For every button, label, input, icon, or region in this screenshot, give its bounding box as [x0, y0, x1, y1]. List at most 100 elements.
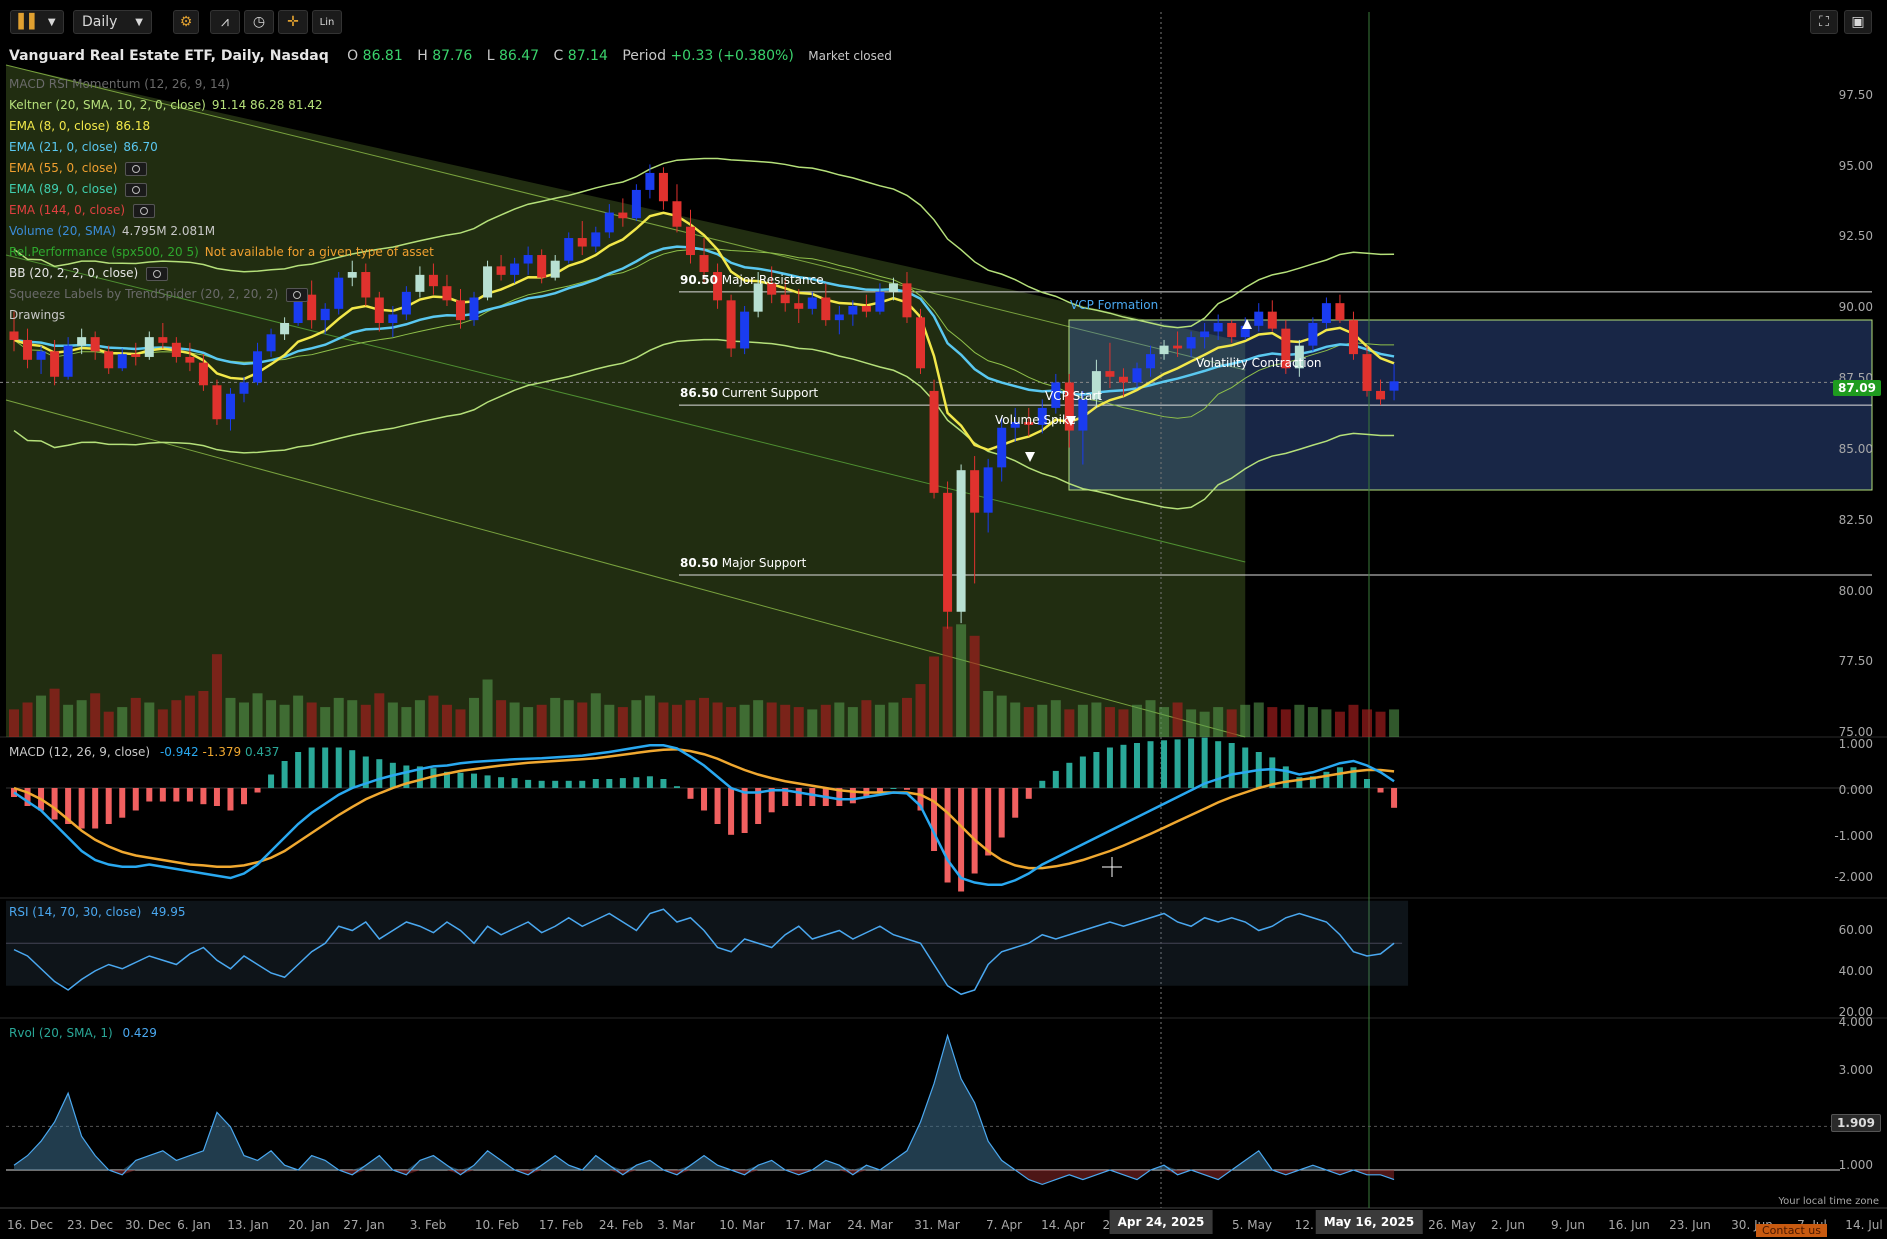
volume-bar	[1010, 702, 1021, 737]
study-legend-item[interactable]: BB (20, 2, 2, 0, close)	[9, 266, 169, 281]
volume-bar	[22, 702, 33, 737]
crosshair-date-2: May 16, 2025	[1315, 1210, 1423, 1234]
volume-bar	[90, 693, 101, 737]
volume-bar	[550, 697, 561, 737]
volume-bar	[983, 691, 994, 737]
scale-button[interactable]: Lin	[312, 10, 342, 34]
snapshot-button[interactable]: ▣	[1844, 10, 1872, 34]
study-legend-item[interactable]: EMA (144, 0, close)	[9, 203, 156, 218]
study-legend-item[interactable]: Rel.Performance (spx500, 20 5) Not availa…	[9, 245, 434, 259]
price-tick: 77.50	[1838, 654, 1873, 668]
macd-legend[interactable]: MACD (12, 26, 9, close) -0.942 -1.379 0.…	[9, 745, 279, 759]
volume-bar	[414, 700, 425, 737]
candle-body	[334, 277, 344, 309]
crosshair-button[interactable]: ✛	[278, 10, 308, 34]
vcp-formation-label: VCP Formation	[1070, 298, 1159, 312]
macd-tick: -1.000	[1834, 829, 1873, 843]
time-tick: 5. May	[1231, 1218, 1273, 1232]
visibility-toggle-icon[interactable]	[133, 203, 156, 218]
fullscreen-button[interactable]: ⛶	[1810, 10, 1838, 34]
study-legend-item[interactable]: EMA (21, 0, close) 86.70	[9, 140, 158, 154]
macd-histogram-bar	[1079, 756, 1086, 788]
study-name: EMA (21, 0, close)	[9, 140, 118, 154]
time-tick: 24. Mar	[847, 1218, 893, 1232]
candle-body	[171, 342, 181, 357]
volume-bar	[1321, 709, 1332, 737]
macd-histogram-bar	[985, 788, 992, 856]
contact-button[interactable]: Contact us	[1756, 1224, 1827, 1237]
volume-bar	[171, 700, 182, 737]
macd-histogram-bar	[795, 788, 802, 806]
rvol-line	[13, 1033, 1395, 1186]
current-support-label: 86.50 Current Support	[680, 386, 818, 400]
macd-histogram-bar	[1161, 740, 1168, 788]
volume-bar	[1253, 702, 1264, 737]
visibility-toggle-icon[interactable]	[286, 287, 309, 302]
study-name: Squeeze Labels by TrendSpider (20, 2, 20…	[9, 287, 279, 301]
visibility-toggle-icon[interactable]	[125, 161, 148, 176]
volume-bar	[847, 707, 858, 737]
study-legend-item[interactable]: EMA (55, 0, close)	[9, 161, 148, 176]
candle-body	[658, 172, 668, 202]
rvol-tick: 4.000	[1838, 1015, 1873, 1029]
replay-button[interactable]: ◷	[244, 10, 274, 34]
time-tick: 26. May	[1428, 1218, 1476, 1232]
macd-histogram-bar	[944, 788, 951, 883]
macd-histogram-bar	[308, 747, 315, 788]
indicators-button[interactable]: ⩘	[210, 10, 240, 34]
macd-histogram-bar	[579, 780, 586, 788]
macd-histogram-bar	[132, 788, 139, 811]
price-tick: 92.50	[1838, 229, 1873, 243]
volume-bar	[509, 702, 520, 737]
macd-histogram-bar	[65, 788, 72, 824]
current-support-text: Current Support	[721, 386, 819, 400]
study-legend-item[interactable]: Drawings	[9, 308, 65, 322]
candle-body	[415, 274, 425, 292]
volume-bar	[1307, 707, 1318, 737]
interval-select[interactable]: Daily ▼	[73, 10, 152, 34]
visibility-toggle-icon[interactable]	[125, 182, 148, 197]
volume-bar	[1375, 711, 1386, 737]
volume-bar	[401, 707, 412, 737]
macd-histogram-bar	[1215, 741, 1222, 788]
study-legend-item[interactable]: EMA (8, 0, close) 86.18	[9, 119, 150, 133]
study-legend-item[interactable]: Volume (20, SMA) 4.795M 2.081M	[9, 224, 215, 238]
study-value: 91.14 86.28 81.42	[211, 98, 323, 112]
study-legend-item[interactable]: MACD RSI Momentum (12, 26, 9, 14)	[9, 77, 230, 91]
macd-histogram-bar	[565, 780, 572, 788]
trend-channel-fill	[6, 65, 1246, 737]
last-price-badge: 87.09	[1833, 380, 1881, 396]
macd-hist-value: 0.437	[244, 745, 280, 759]
candle-body	[834, 314, 844, 321]
macd-histogram-bar	[241, 788, 248, 805]
macd-histogram-bar	[349, 750, 356, 788]
chart-type-button[interactable]: ▌▌ ▼	[10, 10, 64, 34]
volume-bar	[942, 626, 953, 737]
volume-bar	[820, 704, 831, 737]
macd-histogram-bar	[254, 788, 261, 793]
rsi-legend[interactable]: RSI (14, 70, 30, close) 49.95	[9, 905, 185, 919]
visibility-toggle-icon[interactable]	[146, 266, 169, 281]
volume-bar	[184, 695, 195, 737]
candle-body	[888, 283, 898, 292]
study-legend-item[interactable]: Squeeze Labels by TrendSpider (20, 2, 20…	[9, 287, 309, 302]
macd-histogram-bar	[958, 788, 965, 892]
rvol-legend[interactable]: Rvol (20, SMA, 1) 0.429	[9, 1026, 157, 1040]
study-legend-item[interactable]: EMA (89, 0, close)	[9, 182, 148, 197]
macd-histogram-bar	[146, 788, 153, 802]
volume-bar	[888, 702, 899, 737]
candle-body	[875, 291, 885, 312]
macd-line	[13, 744, 1395, 886]
volume-bar	[1280, 709, 1291, 737]
settings-button[interactable]: ⚙	[173, 10, 199, 34]
volume-bar	[617, 707, 628, 737]
candle-body	[104, 351, 114, 369]
study-legend-item[interactable]: Keltner (20, SMA, 10, 2, 0, close) 91.14 …	[9, 98, 323, 112]
study-name: MACD RSI Momentum (12, 26, 9, 14)	[9, 77, 230, 91]
macd-histogram-bar	[538, 780, 545, 788]
rvol-tick: 3.000	[1838, 1063, 1873, 1077]
candle-body	[198, 362, 208, 386]
volume-bar	[469, 697, 480, 737]
